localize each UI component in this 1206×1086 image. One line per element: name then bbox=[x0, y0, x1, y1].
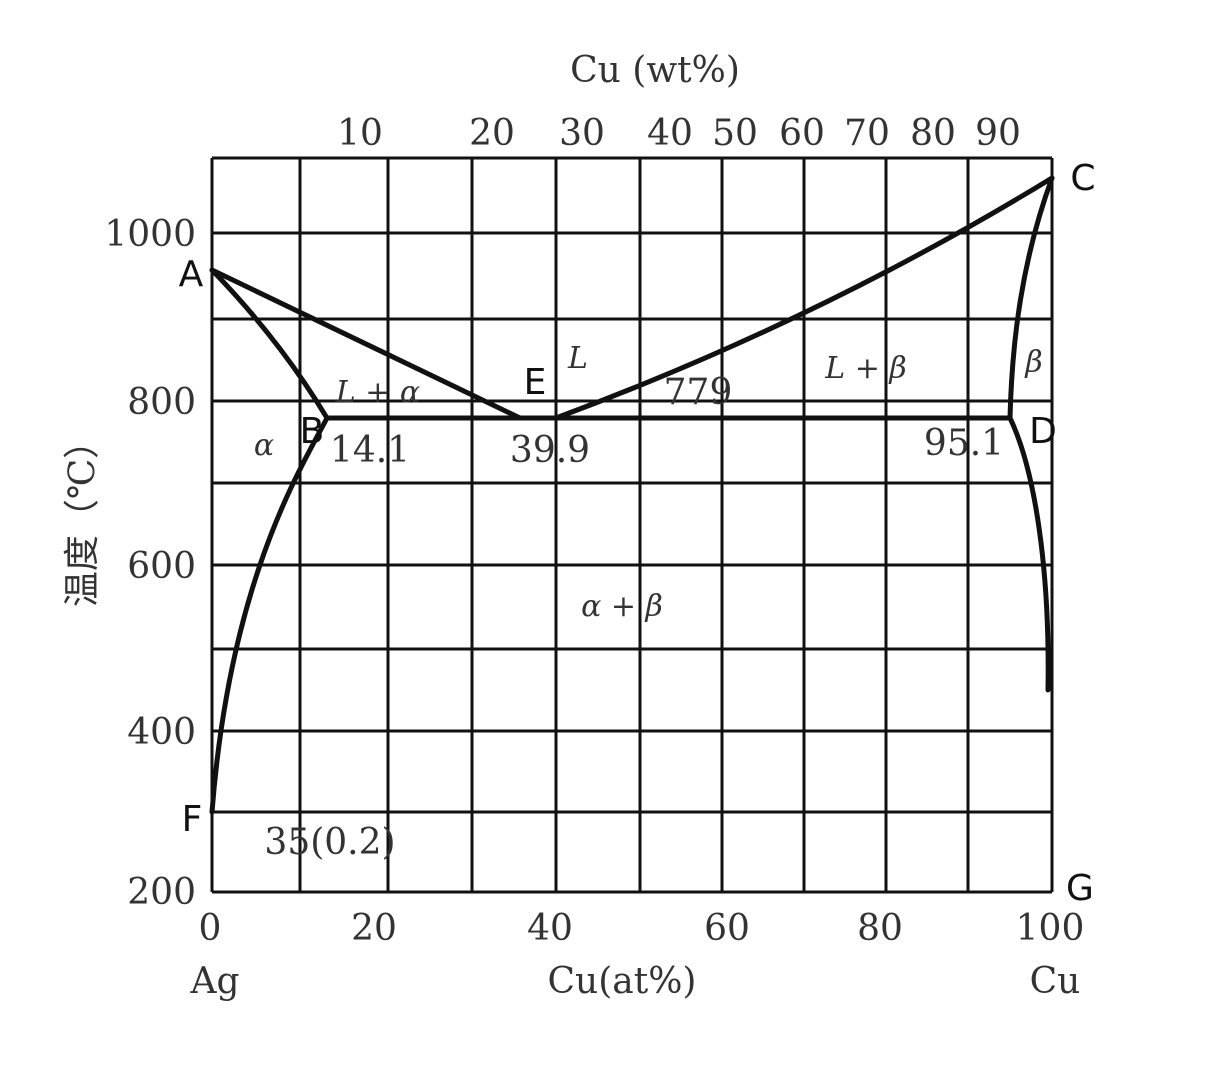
numeric-annotations: 779 14.1 39.9 95.1 35(0.2) bbox=[264, 372, 1004, 863]
bottom-left-element: Ag bbox=[189, 961, 239, 1002]
point-label-b: B bbox=[300, 411, 325, 452]
solidus-beta-curve bbox=[1007, 175, 1055, 421]
point-labels: A B C D E F G bbox=[179, 158, 1096, 909]
left-tick-1000: 1000 bbox=[104, 214, 196, 255]
bottom-axis: 0 20 40 60 80 100 Ag Cu(at%) Cu bbox=[189, 908, 1084, 1002]
top-tick-50: 50 bbox=[712, 113, 758, 154]
top-tick-30: 30 bbox=[559, 113, 605, 154]
bottom-tick-20: 20 bbox=[351, 908, 397, 949]
eutectic-composition-label: 39.9 bbox=[510, 430, 590, 471]
top-tick-60: 60 bbox=[779, 113, 825, 154]
point-label-g: G bbox=[1066, 868, 1094, 909]
bottom-tick-60: 60 bbox=[704, 908, 750, 949]
low-temp-solubility-label: 35(0.2) bbox=[264, 822, 395, 863]
phase-region-labels: L L + α L + β α β α + β bbox=[254, 341, 1043, 624]
top-tick-10: 10 bbox=[337, 113, 383, 154]
left-axis-title: 温度（℃） bbox=[62, 423, 103, 607]
top-tick-20: 20 bbox=[469, 113, 515, 154]
left-tick-800: 800 bbox=[127, 382, 196, 423]
top-axis: Cu (wt%) 10 20 30 40 50 60 70 80 90 bbox=[337, 50, 1021, 154]
phase-label-liquid: L bbox=[567, 341, 588, 376]
top-tick-80: 80 bbox=[910, 113, 956, 154]
left-axis: 1000 800 600 400 200 温度（℃） bbox=[62, 214, 196, 913]
phase-label-alpha: α bbox=[254, 428, 274, 463]
eutectic-temperature-label: 779 bbox=[664, 372, 733, 413]
top-tick-90: 90 bbox=[975, 113, 1021, 154]
point-label-a: A bbox=[179, 254, 204, 295]
phase-label-alpha-beta: α + β bbox=[581, 589, 663, 624]
left-tick-200: 200 bbox=[127, 872, 196, 913]
grid bbox=[210, 156, 1054, 894]
phase-boundaries bbox=[209, 175, 1055, 815]
beta-limit-label: 95.1 bbox=[924, 423, 1004, 464]
point-label-d: D bbox=[1029, 411, 1057, 452]
point-label-e: E bbox=[524, 362, 547, 403]
phase-label-l-alpha: L + α bbox=[335, 375, 420, 410]
phase-label-beta: β bbox=[1024, 345, 1042, 380]
bottom-axis-title: Cu(at%) bbox=[548, 961, 697, 1002]
alpha-limit-label: 14.1 bbox=[330, 430, 410, 471]
solidus-alpha-curve bbox=[209, 267, 330, 421]
top-tick-40: 40 bbox=[647, 113, 693, 154]
bottom-tick-0: 0 bbox=[199, 908, 222, 949]
top-axis-title: Cu (wt%) bbox=[570, 50, 740, 91]
bottom-tick-80: 80 bbox=[857, 908, 903, 949]
phase-label-l-beta: L + β bbox=[824, 351, 906, 386]
point-label-c: C bbox=[1070, 158, 1095, 199]
bottom-right-element: Cu bbox=[1030, 961, 1081, 1002]
left-tick-600: 600 bbox=[127, 546, 196, 587]
alpha-solvus-curve bbox=[209, 415, 330, 815]
left-tick-400: 400 bbox=[127, 712, 196, 753]
top-tick-70: 70 bbox=[844, 113, 890, 154]
bottom-tick-40: 40 bbox=[527, 908, 573, 949]
beta-solvus-curve bbox=[1007, 415, 1051, 693]
liquidus-right-curve bbox=[553, 175, 1055, 421]
point-label-f: F bbox=[182, 799, 203, 840]
liquidus-left-curve bbox=[209, 267, 523, 421]
bottom-tick-100: 100 bbox=[1016, 908, 1085, 949]
